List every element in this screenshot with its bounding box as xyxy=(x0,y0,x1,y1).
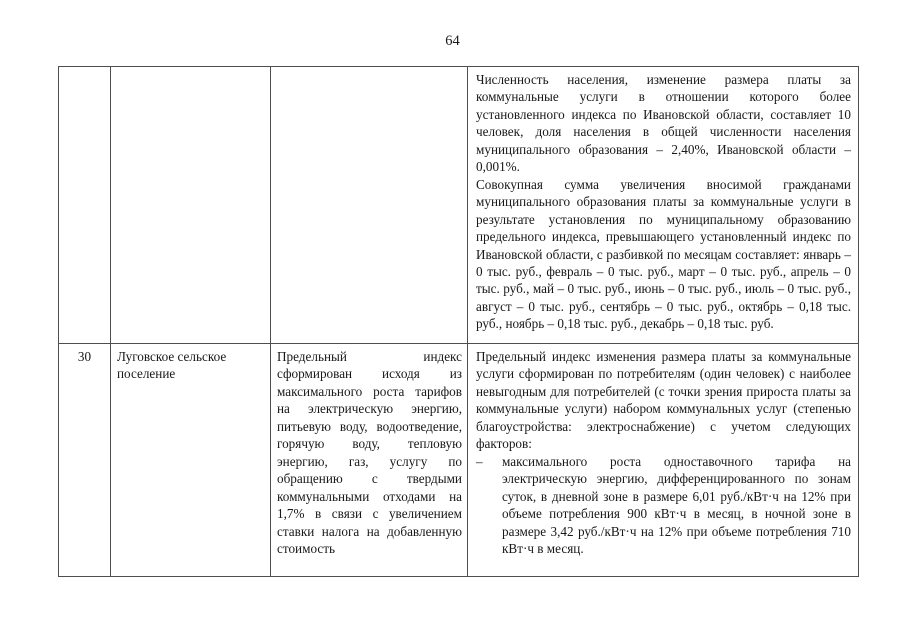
cell-number: 30 xyxy=(58,343,111,577)
row-number-value xyxy=(60,68,110,75)
index-basis-text: Предельный индекс сформирован исходя из … xyxy=(277,349,462,556)
bullet-dash-marker: – xyxy=(476,453,483,469)
municipality-name: Луговское сельское поселение xyxy=(117,349,227,382)
cell-municipality xyxy=(110,66,271,344)
bullet-text: максимального роста одноставочного тариф… xyxy=(502,453,851,556)
cell-index-basis: Предельный индекс сформирован исходя из … xyxy=(270,343,468,577)
index-basis-text xyxy=(272,68,467,75)
table-row: Численность населения, изменение размера… xyxy=(58,66,859,344)
table-row: 30 Луговское сельское поселение Предельн… xyxy=(58,343,859,577)
justification-paragraph-2: Совокупная сумма увеличения вносимой гра… xyxy=(476,176,851,332)
municipality-name xyxy=(112,68,270,75)
cell-justification: Предельный индекс изменения размера плат… xyxy=(467,343,859,577)
row-number-value: 30 xyxy=(77,349,92,364)
municipality-index-table: Численность населения, изменение размера… xyxy=(58,66,859,577)
cell-number xyxy=(58,66,111,344)
page-number: 64 xyxy=(445,33,460,49)
justification-intro: Предельный индекс изменения размера плат… xyxy=(476,349,851,452)
cell-municipality: Луговское сельское поселение xyxy=(110,343,271,577)
cell-index-basis xyxy=(270,66,468,344)
justification-paragraph-1: Численность населения, изменение размера… xyxy=(476,72,851,175)
justification-bullet: – максимального роста одноставочного тари… xyxy=(476,453,851,558)
cell-justification: Численность населения, изменение размера… xyxy=(467,66,859,344)
